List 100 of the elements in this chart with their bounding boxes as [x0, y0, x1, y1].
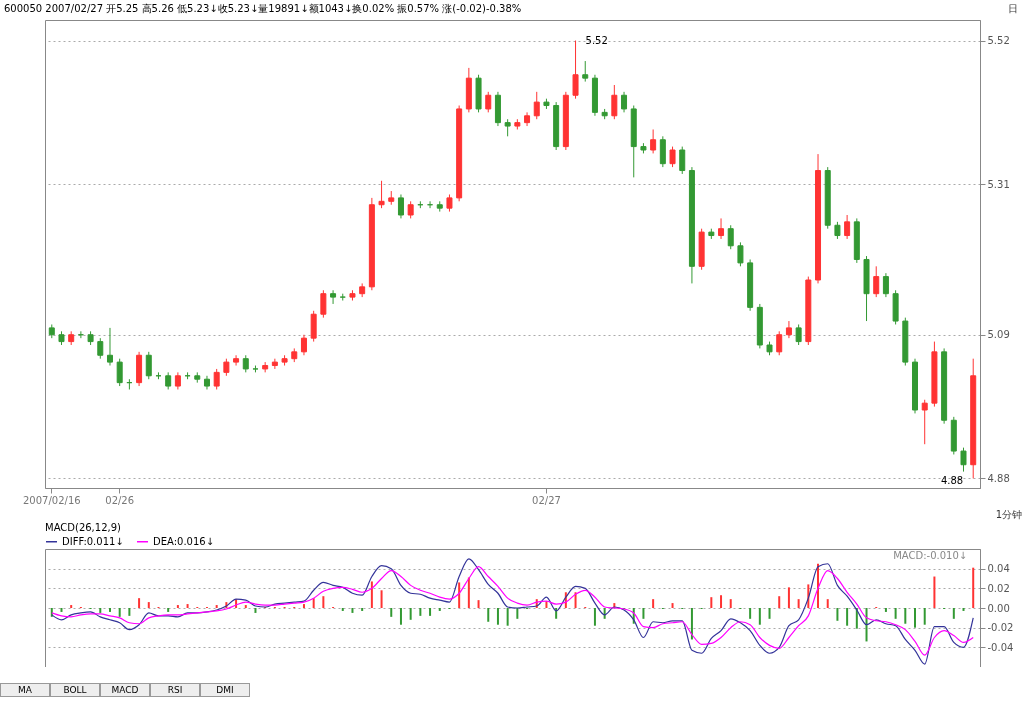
bar [652, 599, 655, 608]
bar [797, 599, 800, 608]
text: RSI [150, 683, 200, 697]
bar [351, 608, 354, 613]
bar [380, 590, 383, 608]
bar [390, 608, 393, 617]
bar [467, 577, 470, 608]
bar [99, 608, 102, 613]
candlestick [233, 354, 240, 367]
annotation: MACD:-0.010↓ [893, 550, 968, 561]
candlestick [718, 217, 725, 240]
x-tick-label: 02/26 [105, 494, 135, 506]
candlestick [572, 40, 579, 100]
bar [370, 581, 373, 608]
chart-subtitle: 600050 2007/02/27 开5.25 高5.26 低5.23↓收5.23↓量19891↓额1043↓换0.02% 振0.57% 涨(-0.02)-0.38% [4, 3, 522, 14]
y-tick-label: 5.09 [987, 329, 1010, 341]
candlestick [844, 214, 851, 240]
bar [108, 608, 111, 612]
bar [555, 608, 558, 619]
bar [972, 567, 975, 608]
y-tick-label: 5.31 [987, 178, 1010, 190]
legend-label: DIFF:0.011↓ [62, 535, 124, 547]
bar [574, 592, 577, 608]
bar [506, 608, 509, 626]
bar [458, 582, 461, 608]
candlestick [213, 368, 220, 390]
bar [593, 608, 596, 626]
bar [496, 608, 499, 625]
chart-title: MACD(26,12,9) [45, 522, 122, 533]
bar [962, 608, 965, 611]
candlestick [116, 358, 123, 387]
bar [215, 605, 218, 608]
bar [302, 604, 305, 608]
line-series [51, 558, 974, 665]
candlestick [873, 265, 880, 298]
candlestick [300, 334, 307, 356]
candlestick [397, 193, 404, 219]
candlestick [378, 180, 385, 209]
candlestick [727, 224, 734, 250]
candlestick [145, 351, 152, 380]
bar [846, 608, 849, 626]
candlestick [776, 330, 783, 356]
bar [60, 608, 63, 612]
x-tick-label: 02/27 [532, 494, 561, 506]
candlestick [533, 91, 540, 120]
bar [477, 600, 480, 608]
bar [138, 598, 141, 608]
bar [429, 608, 432, 616]
candlestick [97, 337, 104, 360]
bar [603, 608, 606, 619]
bar [118, 608, 121, 617]
bar [729, 599, 732, 608]
bar [244, 605, 247, 608]
y-tick-label: 0.04 [987, 563, 1010, 575]
candlestick [582, 60, 589, 83]
y-tick-label: -0.04 [987, 641, 1014, 653]
bar [361, 608, 364, 611]
y-tick-label: 0.02 [987, 582, 1010, 594]
bar [749, 608, 752, 619]
bar [167, 608, 170, 612]
bar [836, 608, 839, 621]
candlestick [485, 91, 492, 113]
candlestick [320, 289, 327, 319]
bar [865, 608, 868, 642]
candlestick [650, 128, 657, 154]
candlestick [669, 146, 676, 168]
bar [778, 596, 781, 608]
text: MACD [100, 683, 150, 697]
candlestick [621, 91, 628, 113]
bar [341, 608, 344, 611]
bar [487, 608, 490, 622]
candlestick [882, 272, 889, 298]
candlestick [921, 399, 928, 445]
bar [884, 608, 887, 612]
candlestick [960, 447, 967, 473]
candlestick [659, 135, 666, 168]
bar [419, 608, 422, 616]
candlestick [795, 323, 802, 346]
bar [186, 604, 189, 608]
bar [923, 608, 926, 625]
text: MA [0, 683, 50, 697]
candlestick [106, 327, 113, 367]
bar [409, 608, 412, 620]
bar [176, 605, 179, 608]
line-series [51, 566, 974, 656]
annotation: 4.88 [940, 475, 964, 487]
bar [758, 608, 761, 625]
candlestick [737, 241, 744, 267]
bar [787, 587, 790, 608]
bar [312, 598, 315, 608]
bar [322, 596, 325, 608]
annotation: 5.52 [585, 34, 608, 46]
bar [671, 603, 674, 608]
y-tick-label: 4.88 [987, 472, 1010, 484]
bar [128, 608, 131, 616]
candlestick [271, 358, 278, 370]
candlestick [679, 146, 686, 175]
y-tick-label: -0.02 [987, 622, 1014, 634]
bar [933, 576, 936, 608]
text: 1分钟 [995, 508, 1022, 522]
